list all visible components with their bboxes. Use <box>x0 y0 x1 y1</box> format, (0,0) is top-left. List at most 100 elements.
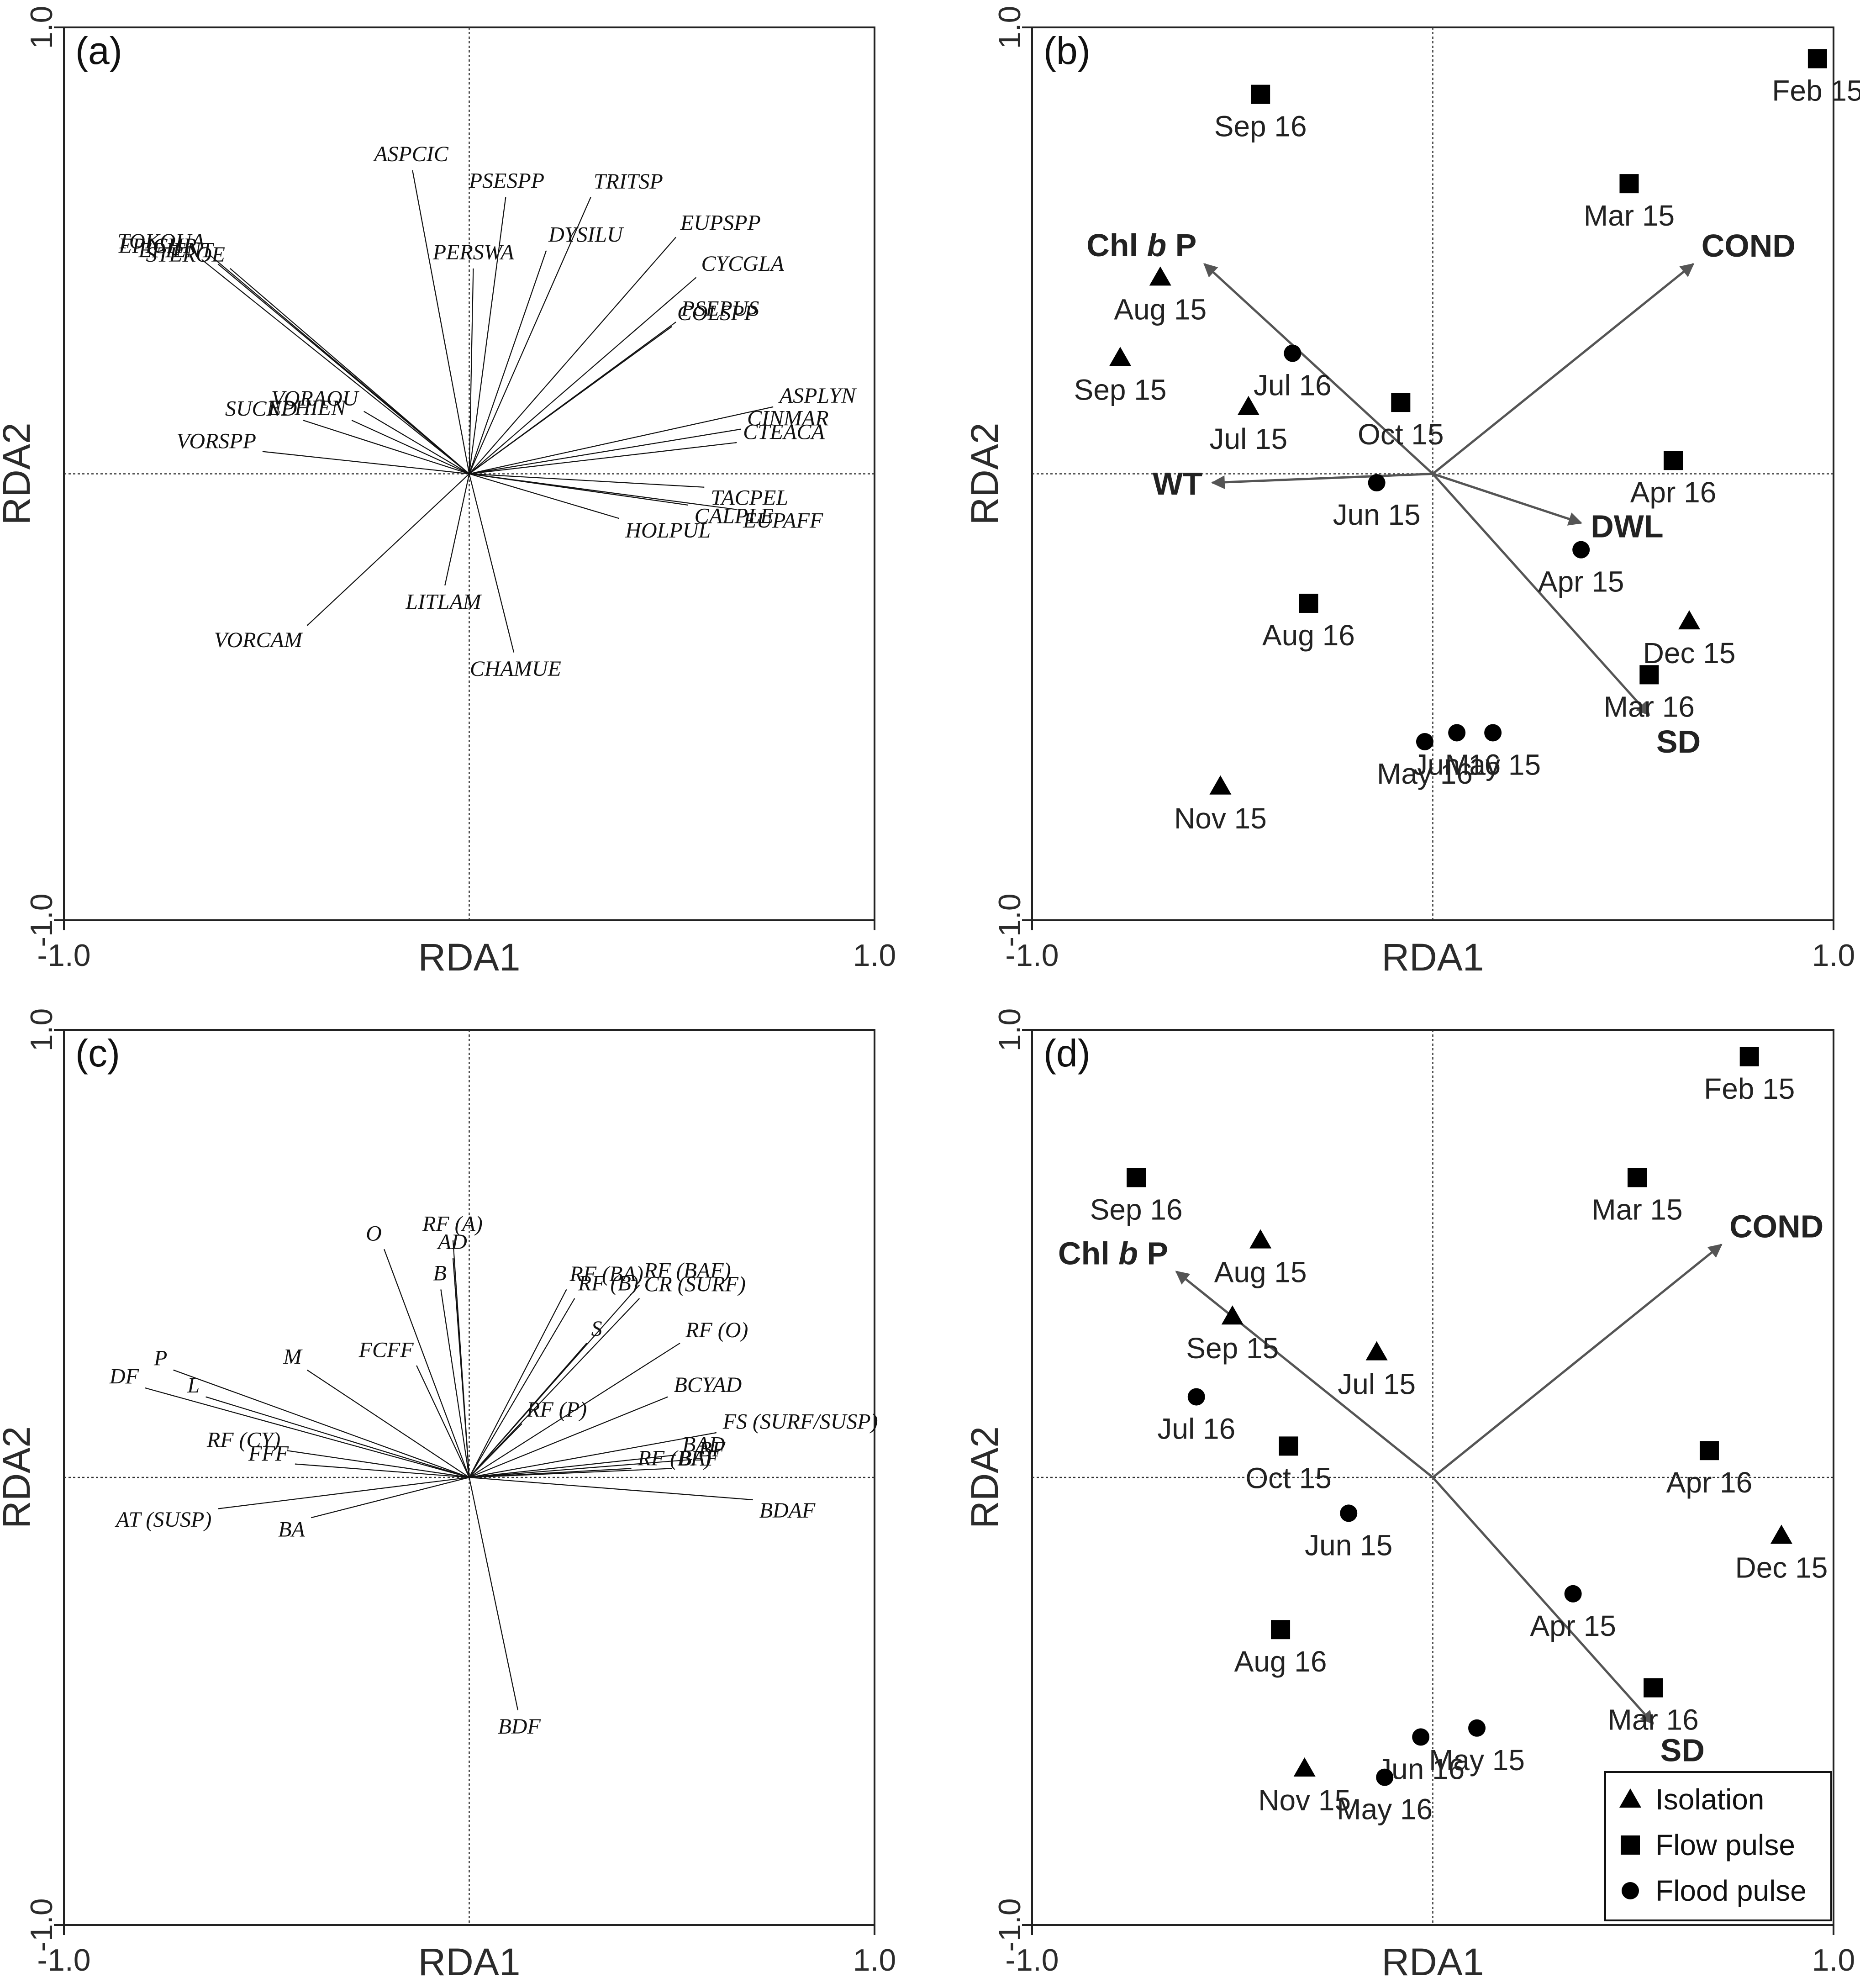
panel-b: -1.0 1.0 1.0 -1.0 RDA1 RDA2 (b) Chl b P COND WT DW… <box>963 6 1860 979</box>
panel-a-arrow <box>469 406 774 475</box>
panel-c-x-tick-label-max: 1.0 <box>853 1943 896 1977</box>
panel-c-arrow-label: RF (BF) <box>637 1446 711 1471</box>
panel-b-sample-marker-flow <box>1299 593 1318 613</box>
panel-c-arrow-label: BAD <box>682 1433 725 1457</box>
panel-d-sample-label: Dec 15 <box>1735 1551 1828 1584</box>
panel-c-arrow-label: FFF <box>248 1442 289 1466</box>
panel-d-sample-marker-flow <box>1739 1047 1759 1066</box>
panel-c-arrow-label: FCFF <box>358 1338 414 1362</box>
panel-d-sample-marker-flow <box>1279 1436 1298 1456</box>
panel-c-arrow <box>469 1343 680 1478</box>
panel-a-x-axis-label: RDA1 <box>418 936 520 979</box>
panel-b-sample-label: Jul 16 <box>1254 369 1332 402</box>
panel-d-env-vector <box>1432 1476 1655 1725</box>
panel-c-arrow <box>469 1432 717 1478</box>
panel-c-arrow-label: RF (B) <box>578 1271 638 1295</box>
panel-c-arrow-label: RF (A) <box>422 1212 483 1236</box>
panel-a-arrow <box>412 170 470 474</box>
panel-a-arrow-label: EPIENT <box>138 238 214 263</box>
panel-a-arrow-label: VORCAM <box>214 628 304 652</box>
panel-c-x-axis-label: RDA1 <box>418 1941 520 1983</box>
panel-b-sample-label: May 15 <box>1445 748 1541 781</box>
panel-c-arrow-label: AT (SUSP) <box>115 1508 211 1532</box>
panel-a-arrow-label: PERSWA <box>432 240 515 264</box>
panel-c-arrow <box>286 1450 469 1478</box>
panel-b-x-tick-label-min: -1.0 <box>1005 938 1059 973</box>
panel-b-env-vector <box>1432 473 1650 716</box>
panel-c-arrow <box>469 1459 692 1478</box>
panel-a-arrow <box>469 268 474 474</box>
panel-b-x-axis-label: RDA1 <box>1381 936 1484 979</box>
panel-c-arrow-label: FS (SURF/SUSP) <box>722 1410 878 1434</box>
panel-d-sample-label: Mar 15 <box>1591 1193 1682 1226</box>
panel-a-arrow <box>230 268 470 475</box>
panel-a-arrow-label: HOLPUL <box>625 518 711 543</box>
panel-a-arrow <box>469 428 741 475</box>
panel-d-sample-marker-flow <box>1628 1168 1647 1187</box>
panel-d-env-vector <box>1175 1271 1434 1478</box>
panel-a-arrow-label: VORSPP <box>176 429 256 453</box>
panel-d-sample-label: Mar 16 <box>1608 1703 1699 1736</box>
panel-c-arrow <box>469 1298 640 1478</box>
panel-a-arrow-label: PSEPUS <box>681 296 759 321</box>
panel-c-arrow <box>469 1298 575 1478</box>
panel-a-arrow <box>306 473 470 626</box>
panel-a-arrow-label: TACPEL <box>711 486 788 510</box>
panel-d-sample-label: Feb 15 <box>1704 1072 1795 1105</box>
panel-a-arrow <box>217 264 470 475</box>
panel-d-sample-marker-flow <box>1271 1620 1291 1640</box>
panel-b-sample-marker-flood <box>1572 541 1590 559</box>
legend-flood-marker <box>1622 1882 1639 1899</box>
panel-a-arrow-label: ASPCIC <box>373 142 449 166</box>
panel-b-y-axis-label: RDA2 <box>963 422 1006 525</box>
panel-a-arrow-label: EPICHR <box>118 234 197 258</box>
panel-a-arrow <box>469 474 515 653</box>
panel-a-arrow-label: SUCND <box>225 396 297 421</box>
legend-isolation-label: Isolation <box>1655 1783 1764 1816</box>
panel-d-sample-label: May 15 <box>1429 1744 1525 1777</box>
panel-a-arrow-label: TRITSP <box>594 169 663 194</box>
panel-b-sample-label: Mar 16 <box>1604 690 1695 723</box>
panel-d-sample-marker-flood <box>1340 1504 1358 1522</box>
panel-b-sample-marker-isolation <box>1109 347 1132 366</box>
panel-d-x-axis-label: RDA1 <box>1381 1941 1484 1983</box>
panel-d-sample-marker-isolation <box>1249 1229 1272 1249</box>
panel-c-arrow-label: BA <box>278 1517 305 1541</box>
panel-c-arrow-label: BDF <box>498 1714 541 1739</box>
panel-c: -1.0 1.0 1.0 -1.0 RDA1 RDA2 (c) O RF (A)AD B RF (B… <box>0 1008 896 1983</box>
panel-b-env-label: Chl b P <box>1086 227 1196 263</box>
panel-a-arrow <box>469 322 676 475</box>
panel-b-sample-label: Jul 15 <box>1209 422 1287 455</box>
panel-d-sample-marker-flood <box>1564 1585 1582 1603</box>
panel-c-arrow-label: RF (BAF) <box>643 1259 731 1283</box>
legend-flood-label: Flood pulse <box>1655 1874 1807 1907</box>
panel-d-sample-label: Nov 15 <box>1258 1784 1351 1817</box>
panel-d-env-vector <box>1432 1244 1723 1478</box>
panel-b-env-vector <box>1432 263 1695 475</box>
panel-a-arrow-label: DYSILU <box>548 223 624 247</box>
panel-a-y-tick-label-max: 1.0 <box>24 6 59 49</box>
panel-b-sample-label: Apr 16 <box>1630 476 1717 509</box>
panel-c-y-tick-label-min: -1.0 <box>24 1898 59 1951</box>
panel-d: -1.0 1.0 1.0 -1.0 RDA1 RDA2 (d) Chl b P COND SD Fe… <box>963 1008 1855 1983</box>
panel-d-sample-label: Apr 16 <box>1666 1466 1753 1499</box>
panel-d-sample-label: Oct 15 <box>1245 1461 1332 1494</box>
panel-c-arrow <box>469 1343 587 1478</box>
panel-d-sample-marker-isolation <box>1293 1757 1316 1777</box>
panel-a-arrow <box>444 474 470 586</box>
panel-c-arrow <box>469 1477 519 1710</box>
panel-b-sample-marker-flood <box>1284 344 1301 362</box>
panel-a-arrow-label: EUPSPP <box>680 211 761 235</box>
panel-a-arrow-label: PSESPP <box>469 169 544 193</box>
panel-d-sample-label: Apr 15 <box>1530 1609 1616 1642</box>
panel-b-y-tick-label-max: 1.0 <box>992 6 1027 49</box>
panel-d-sample-marker-flow <box>1699 1441 1719 1461</box>
panel-c-arrow-label: BCYAD <box>674 1373 742 1397</box>
panel-a-arrow <box>469 197 506 474</box>
panel-c-arrow <box>469 1289 567 1478</box>
panel-b-env-vector <box>1432 473 1583 526</box>
panel-c-arrow <box>416 1365 470 1478</box>
panel-d-sample-label: Sep 16 <box>1090 1193 1183 1226</box>
panel-b-sample-marker-flood <box>1448 724 1466 742</box>
